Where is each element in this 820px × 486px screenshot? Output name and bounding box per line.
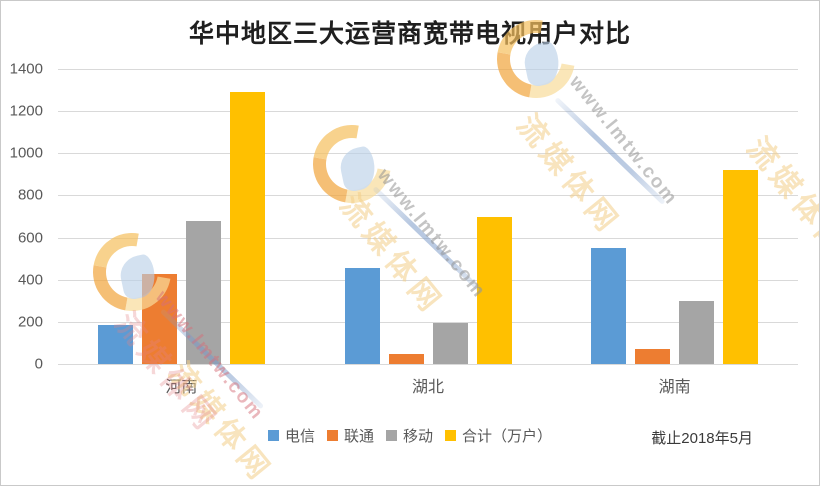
bar-电信-湖北 [344,268,380,364]
footnote-date: 截止2018年5月 [651,430,753,447]
bar-合计（万户）-河南 [229,92,265,364]
y-tick-label: 1200 [9,102,43,120]
bar-合计（万户）-湖南 [723,170,759,364]
y-tick-label: 0 [34,355,43,373]
legend-label: 联通 [343,427,374,445]
chart-title: 华中地区三大运营商宽带电视用户对比 [188,20,631,48]
legend-swatch [386,429,397,441]
bar-联通-河南 [141,274,177,364]
gridline [58,111,798,113]
legend-items: 电信 联通 移动 合计（万户） [1,424,819,446]
y-tick-label: 1000 [9,144,43,162]
x-axis-labels: 河南 湖北 湖南 [58,373,798,397]
bar-联通-湖北 [388,353,424,364]
plot-area [58,69,798,364]
legend-item-联通: 联通 [326,425,374,446]
bar-移动-河南 [185,220,221,364]
legend-swatch [326,429,338,441]
legend: 电信 联通 移动 合计（万户） [1,424,819,446]
x-category-label-湖南: 湖南 [658,379,691,396]
x-category-label-河南: 河南 [165,379,198,396]
bar-移动-湖北 [432,322,468,364]
bar-group-湖北 [305,69,552,364]
bar-group-湖南 [551,69,798,364]
y-tick-label: 1400 [9,60,43,78]
watermark-cn-text: 流媒体网 [162,356,279,486]
legend-swatch [445,429,457,441]
bar-电信-湖南 [591,248,627,364]
y-tick-label: 800 [17,186,43,204]
gridline [58,364,798,365]
y-tick-label: 200 [17,313,43,331]
gridline [58,153,798,155]
y-axis-labels: 0 200 400 600 800 1000 1200 1400 [1,62,47,372]
bar-联通-湖南 [635,349,671,364]
bar-group-河南 [58,69,305,364]
bar-合计（万户）-湖北 [476,216,512,364]
legend-label: 电信 [284,427,315,445]
legend-item-合计（万户）: 合计（万户） [445,425,552,446]
gridline [58,69,798,70]
legend-item-电信: 电信 [267,425,315,446]
bar-电信-河南 [97,325,133,364]
bar-移动-湖南 [679,300,715,364]
gridline [58,321,798,323]
x-category-label-湖北: 湖北 [412,379,445,396]
y-tick-label: 600 [17,229,43,247]
legend-item-移动: 移动 [386,425,433,446]
legend-swatch [267,429,279,441]
legend-label: 移动 [403,427,434,445]
legend-label: 合计（万户） [462,427,553,445]
y-tick-label: 400 [17,271,43,289]
